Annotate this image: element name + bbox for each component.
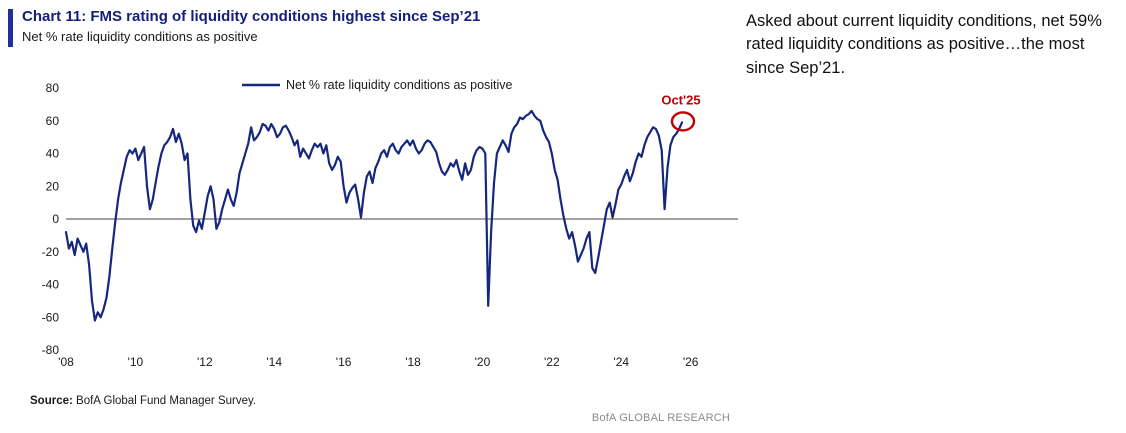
liquidity-line-series <box>64 109 684 322</box>
y-tick-label: -60 <box>42 310 60 324</box>
oct25-highlight-circle <box>670 111 696 132</box>
source-text: BofA Global Fund Manager Survey. <box>72 395 257 407</box>
y-tick-label: 0 <box>52 212 59 226</box>
y-tick-label: 40 <box>46 147 60 161</box>
y-tick-label: -20 <box>42 245 60 259</box>
x-tick-label: '08 <box>58 355 74 369</box>
title-accent-bar <box>8 9 13 47</box>
y-tick-label: -40 <box>42 278 60 292</box>
liquidity-chart-svg: 80 60 40 20 0 -20 -40 -60 -80'08 '10 '12 '14 '16 '18 '… <box>42 78 738 369</box>
source-line: Source: BofA Global Fund Manager Survey. <box>30 395 256 407</box>
y-tick-label: -80 <box>42 343 60 357</box>
x-tick-label: '22 <box>544 355 560 369</box>
chart-subtitle: Net % rate liquidity conditions as posit… <box>22 29 258 44</box>
x-tick-label: '12 <box>197 355 213 369</box>
source-label: Source: <box>30 395 73 407</box>
x-tick-label: '16 <box>336 355 352 369</box>
x-tick-label: '14 <box>266 355 282 369</box>
chart-area: 80 60 40 20 0 -20 -40 -60 -80'08 '10 '12 '14 '16 '18 '… <box>30 70 742 372</box>
annotation-label: Oct'25 <box>661 92 700 107</box>
legend-label: Net % rate liquidity conditions as posit… <box>286 78 513 92</box>
x-tick-label: '10 <box>128 355 144 369</box>
commentary-text: Asked about current liquidity conditions… <box>746 12 1102 77</box>
chart-title: Chart 11: FMS rating of liquidity condit… <box>22 8 481 25</box>
y-tick-label: 80 <box>46 81 60 95</box>
x-tick-label: '20 <box>475 355 491 369</box>
x-tick-label: '26 <box>683 355 699 369</box>
y-tick-label: 60 <box>46 114 60 128</box>
y-tick-label: 20 <box>46 179 60 193</box>
x-tick-label: '18 <box>405 355 421 369</box>
x-tick-label: '24 <box>613 355 629 369</box>
bofa-watermark: BofA GLOBAL RESEARCH <box>591 412 730 424</box>
